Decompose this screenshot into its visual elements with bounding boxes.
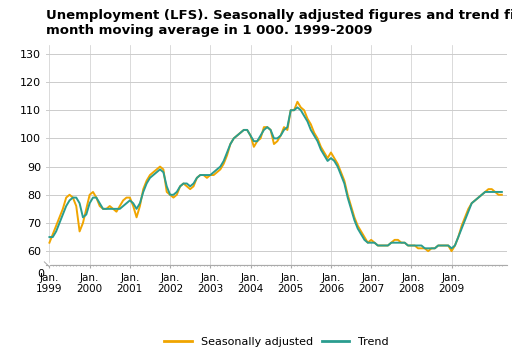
- Legend: Seasonally adjusted, Trend: Seasonally adjusted, Trend: [160, 332, 393, 349]
- Text: 0: 0: [37, 269, 45, 280]
- Text: Unemployment (LFS). Seasonally adjusted figures and trend figures. Three-
month : Unemployment (LFS). Seasonally adjusted …: [46, 9, 512, 37]
